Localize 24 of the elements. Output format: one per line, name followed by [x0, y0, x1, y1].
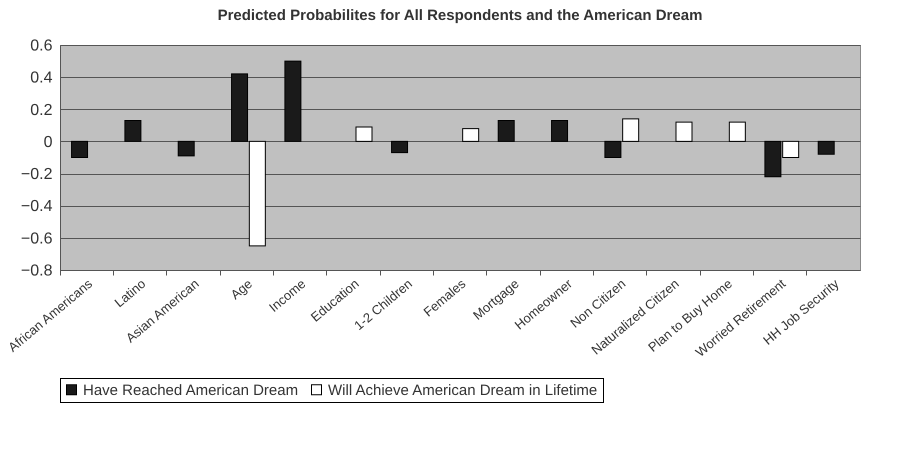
bar: [551, 120, 568, 142]
y-tick-label: 0.2: [30, 102, 53, 119]
bar: [178, 140, 195, 156]
y-tick-label: −0.6: [20, 230, 53, 248]
y-tick-label: 0.6: [30, 38, 53, 54]
x-tick-label: Age: [228, 276, 256, 302]
bar: [124, 120, 142, 142]
bar: [818, 140, 835, 155]
y-tick-label: −0.2: [20, 166, 53, 184]
y-tick-label: −0.4: [20, 198, 53, 216]
bar: [728, 122, 746, 142]
bar: [676, 122, 692, 142]
bar: [284, 60, 302, 142]
bar: [391, 140, 408, 154]
y-tick-label: −0.8: [20, 262, 53, 280]
y-tick-label: 0: [44, 134, 53, 151]
chart-title: Predicted Probabilites for All Respondents and the American Dream: [218, 7, 702, 24]
bar: [356, 126, 372, 142]
bar: [462, 128, 480, 142]
legend-label: Will Achieve American Dream in Lifetime: [328, 382, 598, 399]
legend-label: Have Reached American Dream: [83, 382, 298, 399]
bar: [71, 140, 88, 158]
bar: [498, 120, 515, 142]
y-tick-label: 0.4: [30, 70, 53, 87]
